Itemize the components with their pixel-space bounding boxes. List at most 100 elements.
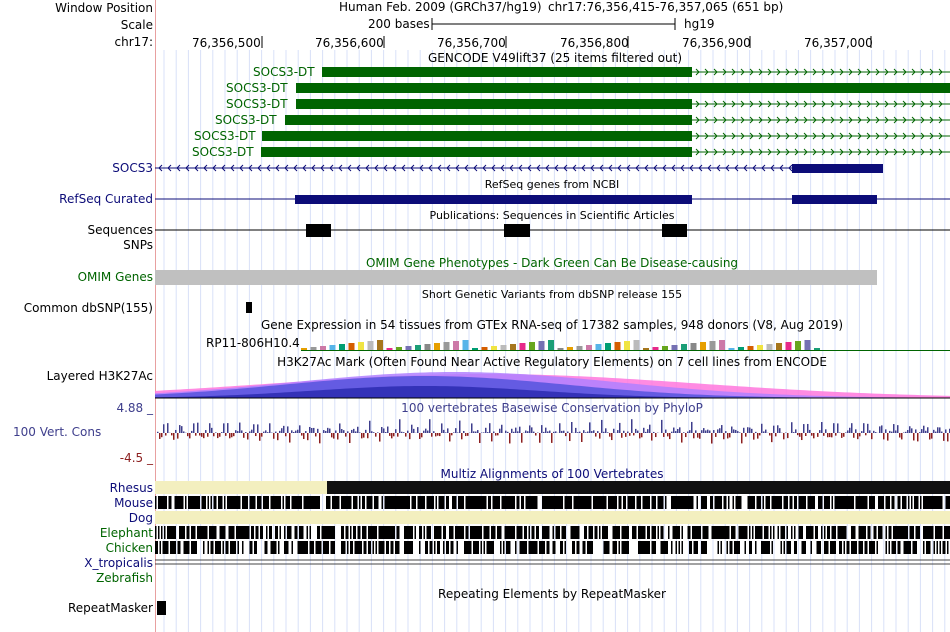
alignment-block <box>231 526 233 539</box>
alignment-block <box>389 526 391 539</box>
alignment-block <box>939 526 941 539</box>
strand-chevron <box>812 148 817 156</box>
refseq-label[interactable]: RefSeq Curated <box>59 192 153 206</box>
cons-bar <box>365 429 367 433</box>
cons-bar <box>611 433 613 441</box>
omim-label[interactable]: OMIM Genes <box>77 270 153 284</box>
cons-bar <box>233 433 235 437</box>
alignment-block <box>872 541 874 554</box>
cons-bar <box>349 433 351 444</box>
alignment-block <box>777 526 779 539</box>
alignment-block <box>846 496 848 509</box>
alignment-block <box>783 496 785 509</box>
repeatmasker-label[interactable]: RepeatMasker <box>67 601 153 615</box>
alignment-block <box>354 526 356 539</box>
species-label-zebrafish[interactable]: Zebrafish <box>96 571 153 585</box>
strand-chevron <box>221 164 226 172</box>
strand-chevron <box>239 164 244 172</box>
cons-bar <box>575 427 577 433</box>
alignment-block <box>164 496 166 509</box>
alignment-block <box>728 496 730 509</box>
alignment-block <box>270 541 272 554</box>
gtex-bar <box>434 343 440 350</box>
alignment-block <box>236 526 238 539</box>
alignment-block <box>573 526 575 539</box>
gene-label-socs3-dt[interactable]: SOCS3-DT <box>226 97 288 111</box>
alignment-block <box>930 496 932 509</box>
alignment-block <box>749 526 751 539</box>
alignment-block <box>689 541 691 554</box>
species-label-rhesus[interactable]: Rhesus <box>109 481 153 495</box>
alignment-block <box>876 541 878 554</box>
publications-title: Publications: Sequences in Scientific Ar… <box>429 209 675 222</box>
dbsnp-label[interactable]: Common dbSNP(155) <box>23 301 153 315</box>
alignment-block <box>468 541 470 554</box>
gene-label-socs3-dt[interactable]: SOCS3-DT <box>226 81 288 95</box>
h3k27ac-label[interactable]: Layered H3K27Ac <box>46 369 153 383</box>
cons-bar <box>225 433 227 436</box>
cons-bar <box>841 433 843 438</box>
alignment-block <box>251 496 253 509</box>
gtex-bar <box>367 341 374 350</box>
sequences-label[interactable]: Sequences <box>87 223 153 237</box>
alignment-block <box>534 496 536 509</box>
gtex-gene-label[interactable]: RP11-806H10.4 <box>206 336 300 350</box>
exon-block <box>792 195 877 204</box>
strand-chevron <box>410 164 415 172</box>
cons-bar <box>329 428 331 433</box>
alignment-block <box>866 496 868 509</box>
alignment-block <box>327 481 950 494</box>
snps-label[interactable]: SNPs <box>123 238 153 252</box>
species-label-chicken[interactable]: Chicken <box>105 541 153 555</box>
gene-label-socs3-dt[interactable]: SOCS3-DT <box>194 129 256 143</box>
cons-bar <box>565 433 567 437</box>
species-label-xtropicalis[interactable]: X_tropicalis <box>84 556 153 570</box>
alignment-block <box>215 541 217 554</box>
cons-bar <box>251 429 253 433</box>
alignment-block <box>891 496 893 509</box>
alignment-block <box>323 541 325 554</box>
gene-label-socs3-dt[interactable]: SOCS3-DT <box>215 113 277 127</box>
alignment-block <box>626 541 628 554</box>
strand-chevron <box>401 164 406 172</box>
strand-chevron <box>902 132 907 140</box>
gtex-bar <box>557 348 564 350</box>
cons-bar <box>927 427 929 433</box>
cons-bar <box>603 431 605 433</box>
strand-chevron <box>794 148 799 156</box>
cons-bar <box>837 423 839 433</box>
cons-bar <box>867 423 869 433</box>
cons-bar <box>679 427 681 433</box>
alignment-block <box>752 496 754 509</box>
cons-bar <box>721 425 723 433</box>
alignment-block <box>908 496 910 509</box>
alignment-block <box>417 496 419 509</box>
species-label-mouse[interactable]: Mouse <box>114 496 153 510</box>
alignment-block <box>552 541 554 554</box>
alignment-block <box>318 541 320 554</box>
cons-bar <box>737 431 739 433</box>
ruler-tick-label: 76,357,000 <box>804 36 873 50</box>
gene-label-socs3-dt[interactable]: SOCS3-DT <box>192 145 254 159</box>
alignment-block <box>558 496 560 509</box>
gene-label-socs3[interactable]: SOCS3 <box>112 161 153 175</box>
alignment-block <box>812 496 814 509</box>
alignment-block <box>237 541 239 554</box>
cons-label[interactable]: 100 Vert. Cons <box>13 425 102 439</box>
alignment-block <box>381 496 383 509</box>
alignment-block <box>837 526 839 539</box>
alignment-block <box>390 526 392 539</box>
alignment-block <box>524 526 526 539</box>
strand-chevron <box>338 164 343 172</box>
cons-bar <box>825 429 827 433</box>
track-area[interactable] <box>155 0 950 632</box>
alignment-block <box>872 496 874 509</box>
cons-bar <box>237 431 239 433</box>
alignment-block <box>369 496 371 509</box>
gene-label-socs3-dt[interactable]: SOCS3-DT <box>253 65 315 79</box>
alignment-block <box>480 496 482 509</box>
species-label-dog[interactable]: Dog <box>128 511 153 525</box>
alignment-block <box>224 526 226 539</box>
cons-bar <box>901 433 903 440</box>
species-label-elephant[interactable]: Elephant <box>99 526 153 540</box>
